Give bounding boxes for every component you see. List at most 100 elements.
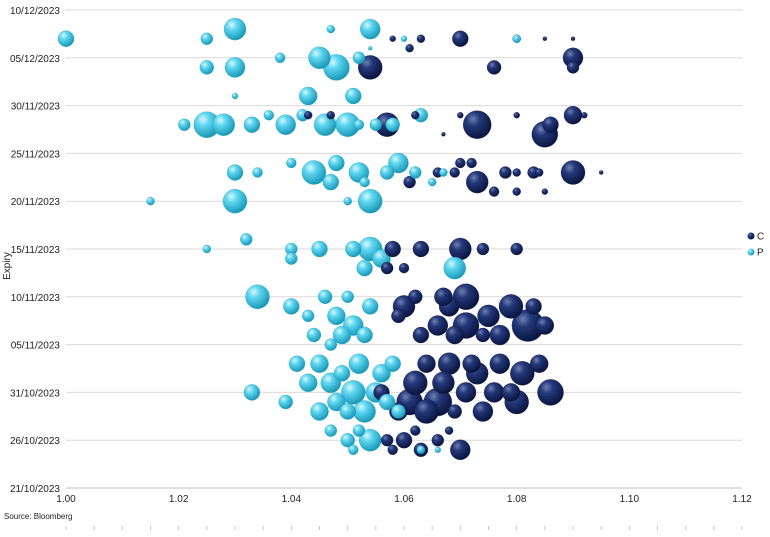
data-point-P — [278, 394, 293, 410]
data-point-C — [477, 304, 500, 328]
data-point-C — [434, 287, 453, 306]
data-point-C — [525, 298, 542, 315]
data-point-P — [385, 117, 400, 132]
data-point-P — [322, 173, 339, 191]
data-point-C — [403, 175, 416, 189]
data-point-P — [358, 189, 383, 214]
data-point-P — [356, 326, 373, 344]
data-point-P — [263, 110, 274, 121]
data-point-C — [387, 444, 398, 455]
data-point-C — [512, 187, 521, 196]
y-tick-label: 21/10/2023 — [10, 484, 60, 495]
data-point-C — [410, 425, 421, 436]
data-point-P — [416, 445, 426, 454]
data-point-C — [466, 170, 489, 194]
data-point-P — [310, 354, 329, 373]
data-point-C — [380, 434, 394, 447]
legend-marker-C — [747, 232, 755, 240]
data-point-P — [362, 298, 379, 315]
data-point-P — [178, 118, 191, 131]
data-point-C — [455, 157, 466, 169]
data-point-C — [417, 354, 436, 373]
data-point-C — [437, 352, 461, 375]
data-point-P — [343, 197, 352, 206]
data-point-P — [391, 404, 406, 419]
data-point-P — [252, 167, 263, 178]
data-point-P — [243, 116, 261, 133]
data-point-P — [285, 252, 298, 265]
data-point-C — [510, 361, 535, 386]
data-point-C — [563, 106, 583, 125]
data-point-P — [240, 233, 253, 246]
data-point-C — [466, 157, 477, 169]
data-point-C — [441, 132, 446, 137]
data-point-C — [462, 354, 481, 373]
data-point-P — [360, 18, 381, 40]
data-point-P — [327, 392, 346, 412]
x-tick-label: 1.06 — [394, 494, 414, 505]
data-point-P — [328, 154, 345, 172]
data-point-C — [452, 283, 480, 310]
data-point-P — [326, 24, 335, 34]
data-point-C — [398, 262, 410, 274]
data-point-C — [475, 327, 491, 343]
data-point-P — [348, 444, 359, 455]
x-tick-label: 1.08 — [507, 494, 527, 505]
data-point-C — [535, 168, 544, 177]
data-point-P — [324, 424, 337, 437]
data-point-C — [414, 399, 439, 424]
data-point-P — [352, 424, 366, 437]
data-point-C — [499, 166, 512, 179]
data-point-C — [384, 240, 401, 258]
data-point-P — [302, 309, 315, 323]
data-point-P — [372, 364, 391, 383]
legend: CP — [747, 232, 764, 259]
data-point-C — [463, 110, 492, 139]
data-point-P — [317, 289, 333, 304]
y-tick-label: 26/10/2023 — [10, 436, 60, 447]
x-tick-label: 1.02 — [169, 494, 189, 505]
data-point-C — [566, 61, 580, 74]
data-point-C — [447, 404, 462, 419]
data-point-P — [310, 402, 329, 421]
data-point-P — [443, 256, 466, 280]
data-point-P — [245, 284, 270, 309]
data-point-C — [560, 160, 586, 185]
y-tick-label: 20/11/2023 — [11, 197, 61, 208]
data-point-P — [340, 433, 355, 448]
data-point-P — [439, 168, 448, 177]
data-point-P — [341, 290, 354, 303]
data-point-C — [501, 383, 521, 402]
data-point-P — [359, 176, 370, 188]
data-point-C — [535, 316, 554, 335]
data-point-C — [391, 308, 406, 324]
data-point-P — [388, 152, 409, 174]
data-point-C — [412, 326, 430, 344]
data-point-P — [301, 160, 327, 185]
data-point-C — [444, 426, 454, 435]
y-tick-label: 25/11/2023 — [11, 149, 61, 160]
data-point-C — [304, 111, 313, 120]
data-point-P — [299, 86, 318, 106]
legend-label-C: C — [757, 232, 764, 243]
data-point-P — [327, 306, 346, 326]
y-tick-label: 15/11/2023 — [11, 245, 61, 256]
y-tick-label: 31/10/2023 — [10, 388, 60, 399]
data-point-P — [275, 114, 296, 135]
data-point-P — [356, 259, 373, 277]
data-point-P — [286, 157, 297, 169]
data-point-P — [222, 189, 248, 214]
data-point-P — [409, 166, 422, 179]
data-point-C — [486, 60, 502, 75]
data-point-C — [432, 371, 455, 394]
data-point-P — [353, 119, 365, 130]
data-point-P — [283, 298, 300, 315]
data-point-P — [146, 197, 155, 206]
data-point-P — [288, 355, 306, 372]
data-point-P — [202, 244, 211, 254]
data-point-P — [345, 240, 362, 258]
data-point-P — [345, 87, 362, 105]
data-point-C — [411, 111, 420, 120]
y-tick-label: 05/12/2023 — [10, 54, 60, 65]
